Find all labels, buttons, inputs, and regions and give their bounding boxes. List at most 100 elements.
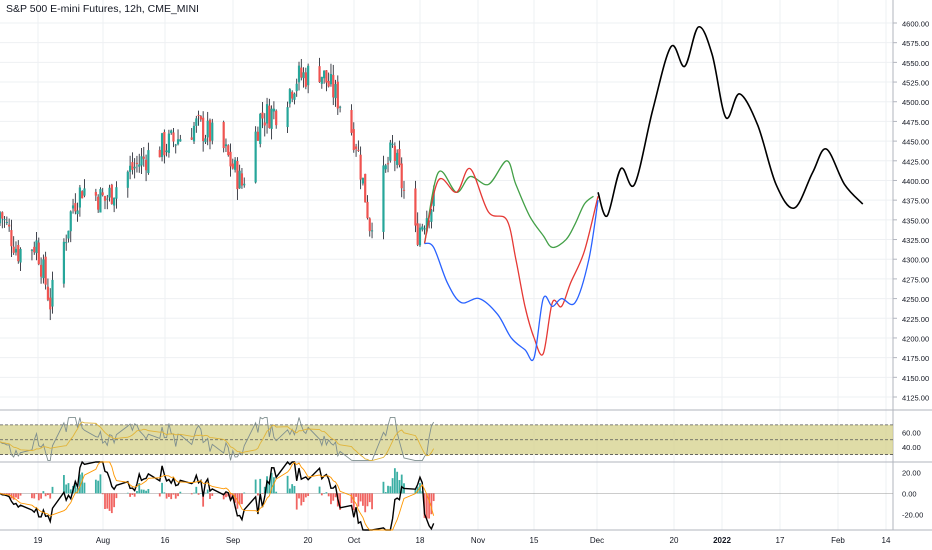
macd-histogram-bar: [318, 486, 321, 494]
macd-histogram-bar: [364, 493, 367, 513]
y-tick-label: 4300.00: [902, 256, 929, 265]
candle-body: [37, 242, 40, 265]
candle-body: [396, 152, 399, 165]
candle-body: [352, 129, 355, 151]
candle-body: [35, 240, 38, 254]
macd-histogram-bar: [179, 491, 182, 494]
x-tick-label: 20: [304, 536, 313, 545]
macd-histogram-bar: [307, 493, 310, 497]
y-tick-label: 4200.00: [902, 334, 929, 343]
macd-histogram-bar: [229, 493, 232, 501]
candle-body: [432, 189, 435, 207]
candle-body: [8, 224, 11, 227]
macd-histogram-bar: [357, 493, 360, 507]
macd-histogram-bar: [204, 492, 207, 494]
candle-body: [386, 163, 390, 165]
candle-body: [329, 74, 333, 85]
y-tick-label: 4275.00: [902, 275, 929, 284]
candle-body: [304, 72, 307, 87]
chart-title: S&P 500 E-mini Futures, 12h, CME_MINI: [6, 3, 199, 15]
candle-body: [297, 65, 301, 83]
candle-body: [414, 188, 417, 226]
macd-histogram-bar: [78, 474, 81, 494]
macd-histogram-bar: [197, 493, 200, 495]
macd-histogram-bar: [174, 493, 177, 499]
candle-body: [211, 122, 214, 141]
macd-histogram-bar: [199, 493, 202, 494]
y-tick-label: 4475.00: [902, 118, 929, 127]
macd-histogram-bar: [225, 493, 227, 498]
candle-body: [243, 183, 246, 186]
candle-body: [167, 133, 171, 154]
x-tick-label: Oct: [348, 536, 361, 545]
x-tick-label: Nov: [471, 536, 485, 545]
y-tick-label: 4375.00: [902, 197, 929, 206]
macd-histogram-bar: [145, 490, 147, 494]
candle-body: [131, 162, 134, 170]
candle-body: [71, 205, 75, 209]
candle-body: [190, 137, 193, 140]
macd-histogram-bar: [190, 493, 193, 495]
macd-line: [0, 460, 435, 531]
x-tick-label: 15: [530, 536, 539, 545]
rsi-tick-label: 60.00: [902, 428, 921, 437]
candle-body: [416, 223, 419, 245]
rsi-tick-label: 40.00: [902, 443, 921, 452]
candle-body: [144, 159, 148, 171]
macd-histogram-bar: [44, 493, 47, 497]
macd-histogram-bar: [241, 493, 243, 505]
macd-histogram-bar: [99, 474, 102, 494]
x-tick-label: 16: [161, 536, 170, 545]
candle-body: [291, 91, 294, 99]
candle-body: [202, 117, 205, 142]
candle-body: [233, 159, 237, 170]
macd-histogram-bar: [384, 492, 387, 494]
macd-histogram-bar: [366, 493, 369, 507]
candle-body: [46, 286, 50, 300]
macd-histogram-bar: [74, 481, 77, 494]
macd-histogram-bar: [416, 486, 419, 494]
candle-body: [14, 248, 18, 253]
candle-body: [423, 228, 426, 230]
x-tick-label: 18: [416, 536, 425, 545]
macd-histogram-bar: [325, 492, 328, 494]
candle-body: [368, 218, 371, 232]
rsi-ma-line: [0, 421, 435, 461]
candle-body: [172, 132, 175, 142]
candle-body: [133, 166, 136, 169]
candle-body: [320, 76, 323, 84]
candle-body: [135, 162, 139, 164]
macd-histogram-bar: [142, 489, 145, 494]
candle-body: [256, 131, 260, 141]
macd-histogram-bar: [414, 488, 417, 494]
candle-body: [206, 120, 209, 138]
macd-histogram-bar: [35, 493, 38, 495]
macd-histogram-bar: [8, 493, 11, 495]
scenario-line-green: [423, 160, 594, 249]
macd-histogram-bar: [389, 486, 392, 494]
y-tick-label: 4175.00: [902, 354, 929, 363]
macd-histogram-bar: [3, 493, 6, 494]
x-tick-label: Sep: [226, 536, 241, 545]
macd-histogram-bar: [295, 493, 298, 510]
scenario-line-blue: [424, 200, 599, 362]
y-tick-label: 4500.00: [902, 98, 929, 107]
macd-histogram-bar: [147, 489, 150, 494]
macd-histogram-bar: [101, 493, 104, 495]
macd-histogram-bar: [332, 493, 335, 501]
candle-body: [382, 165, 385, 232]
macd-histogram-bar: [339, 493, 341, 510]
candle-body: [332, 74, 335, 98]
macd-histogram-bar: [37, 493, 40, 501]
candle-body: [101, 192, 104, 196]
candle-body: [204, 138, 207, 143]
candle-body: [103, 195, 107, 201]
candle-body: [236, 160, 239, 190]
candle-body: [334, 84, 337, 99]
candle-body: [44, 256, 47, 285]
macd-histogram-bar: [202, 493, 205, 507]
y-tick-label: 4525.00: [902, 79, 929, 88]
x-tick-label: 14: [882, 536, 891, 545]
candle-body: [268, 105, 271, 128]
